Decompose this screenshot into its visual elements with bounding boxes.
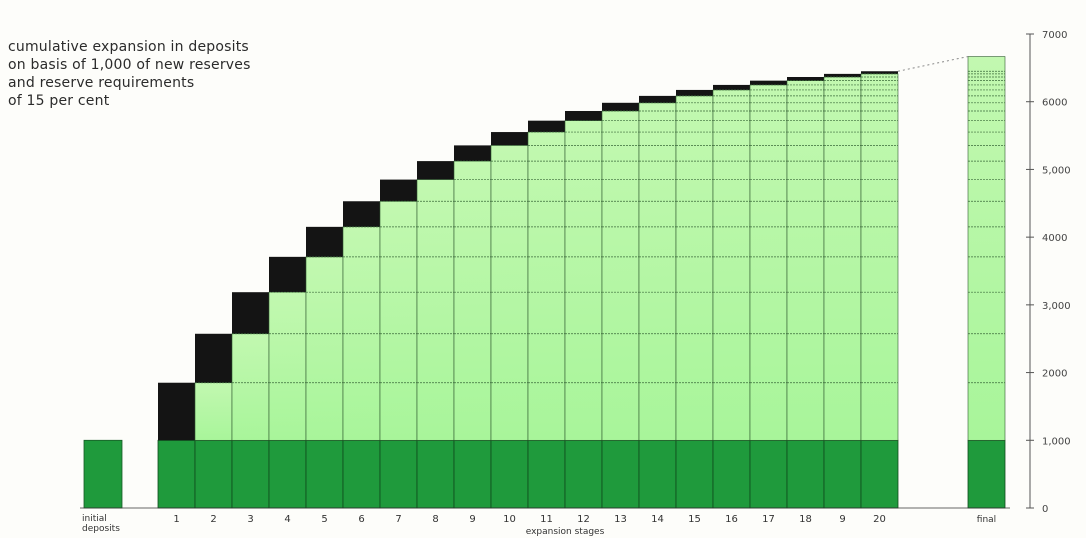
- stage-cumulative-bar: [453, 160, 492, 441]
- stage-increment-bar: [417, 161, 454, 180]
- stage-label: 15: [688, 514, 701, 525]
- stage-increment-bar: [824, 73, 861, 77]
- connector-line: [897, 56, 969, 72]
- stage-base-bar: [416, 439, 455, 509]
- stage-base-bar: [231, 439, 270, 509]
- stage-cumulative-bar: [786, 80, 825, 441]
- stage-increment-bar: [158, 382, 195, 441]
- stage-cumulative-bar: [749, 84, 788, 441]
- stage-label: 9: [839, 514, 845, 525]
- stage-cumulative-bar: [379, 201, 418, 441]
- y-tick-label: 2000: [1042, 369, 1067, 380]
- stage-label: 12: [577, 514, 590, 525]
- stage-increment-bar: [232, 292, 269, 334]
- y-tick-label: 0: [1042, 504, 1048, 515]
- stage-increment-bar: [750, 80, 787, 85]
- stage-base-bar: [860, 439, 899, 509]
- stage-increment-bar: [528, 120, 565, 132]
- stage-increment-bar: [602, 102, 639, 111]
- stage-increment-bar: [195, 333, 232, 383]
- stage-base-bar: [379, 439, 418, 509]
- stage-base-bar: [342, 439, 381, 509]
- stage-increment-bar: [380, 179, 417, 202]
- y-tick-label: 4000: [1042, 233, 1067, 244]
- stage-base-bar: [823, 439, 862, 509]
- stage-label: 20: [873, 514, 886, 525]
- stage-label: 5: [321, 514, 327, 525]
- stage-increment-bar: [676, 89, 713, 96]
- y-tick-label: 1,000: [1042, 436, 1071, 447]
- stage-label: 1: [173, 514, 179, 525]
- stage-cumulative-bar: [823, 76, 862, 441]
- stage-label: 9: [469, 514, 475, 525]
- initial-deposits-label: initial: [82, 514, 107, 524]
- stage-label: 8: [432, 514, 438, 525]
- stage-label: 17: [762, 514, 775, 525]
- stage-base-bar: [527, 439, 566, 509]
- stage-base-bar: [638, 439, 677, 509]
- stage-increment-bar: [454, 145, 491, 162]
- stage-cumulative-bar: [675, 95, 714, 441]
- stage-increment-bar: [713, 84, 750, 90]
- stage-label: 2: [210, 514, 216, 525]
- stage-label: 7: [395, 514, 401, 525]
- stage-base-bar: [786, 439, 825, 509]
- final-base-bar: [967, 439, 1006, 509]
- stage-base-bar: [712, 439, 751, 509]
- stage-label: 4: [284, 514, 290, 525]
- stage-cumulative-bar: [268, 291, 307, 441]
- stage-cumulative-bar: [527, 131, 566, 441]
- stage-base-bar: [305, 439, 344, 509]
- stage-cumulative-bar: [638, 102, 677, 441]
- final-label: final: [977, 515, 996, 525]
- stage-cumulative-bar: [490, 145, 529, 441]
- y-tick-label: 3,000: [1042, 301, 1071, 312]
- stage-cumulative-bar: [712, 89, 751, 441]
- stage-cumulative-bar: [564, 120, 603, 441]
- stage-label: 10: [503, 514, 516, 525]
- stage-increment-bar: [787, 76, 824, 81]
- stage-cumulative-bar: [601, 110, 640, 441]
- stage-label: 6: [358, 514, 364, 525]
- stage-increment-bar: [269, 256, 306, 293]
- stage-label: 3: [247, 514, 253, 525]
- x-axis-title: expansion stages: [526, 527, 605, 537]
- stage-base-bar: [157, 439, 196, 509]
- y-tick-label: 7000: [1042, 30, 1067, 41]
- stage-label: 11: [540, 514, 553, 525]
- stage-base-bar: [490, 439, 529, 509]
- stage-base-bar: [564, 439, 603, 509]
- stage-cumulative-bar: [416, 179, 455, 441]
- initial-deposit-bar: [83, 439, 123, 509]
- stage-base-bar: [194, 439, 233, 509]
- stage-base-bar: [601, 439, 640, 509]
- stage-base-bar: [749, 439, 788, 509]
- stage-base-bar: [453, 439, 492, 509]
- stage-cumulative-bar: [231, 333, 270, 441]
- stage-label: 14: [651, 514, 664, 525]
- stage-label: 16: [725, 514, 738, 525]
- stage-increment-bar: [639, 95, 676, 103]
- stage-increment-bar: [306, 226, 343, 257]
- stage-increment-bar: [491, 132, 528, 146]
- initial-deposits-label: deposits: [82, 524, 120, 534]
- y-tick-label: 5,000: [1042, 165, 1071, 176]
- stage-increment-bar: [861, 71, 898, 74]
- stage-cumulative-bar: [194, 382, 233, 441]
- stage-cumulative-bar: [305, 256, 344, 441]
- stage-increment-bar: [565, 110, 602, 121]
- y-tick-label: 6000: [1042, 98, 1067, 109]
- stage-base-bar: [268, 439, 307, 509]
- stage-increment-bar: [343, 201, 380, 227]
- stage-base-bar: [675, 439, 714, 509]
- stage-label: 18: [799, 514, 812, 525]
- stage-label: 13: [614, 514, 627, 525]
- chart-title: cumulative expansion in deposits on basi…: [8, 39, 251, 109]
